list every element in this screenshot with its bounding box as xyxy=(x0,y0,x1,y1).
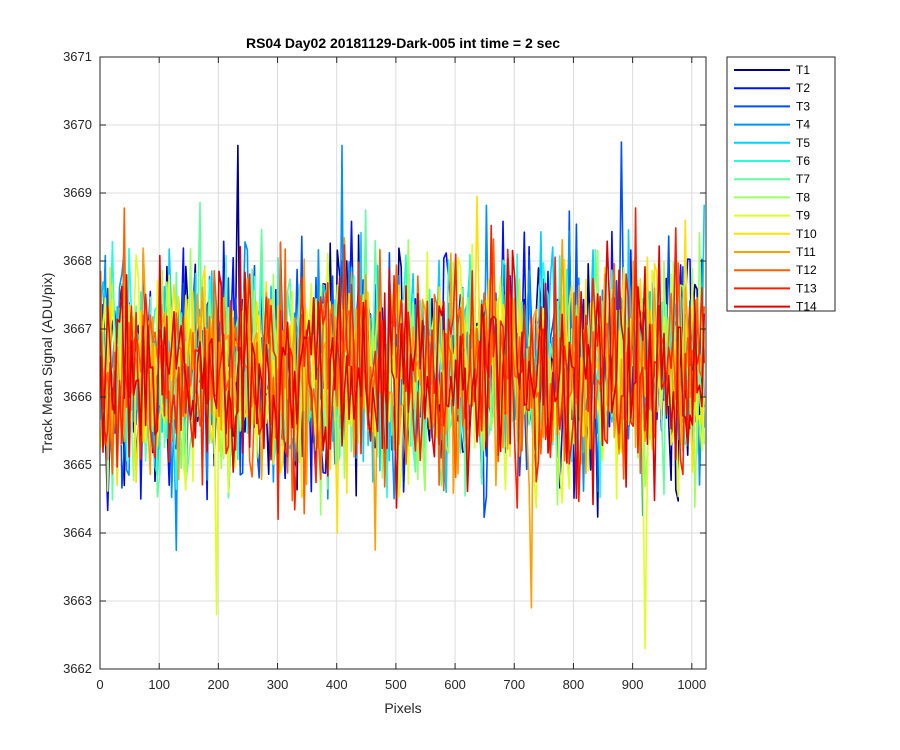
chart-title: RS04 Day02 20181129-Dark-005 int time = … xyxy=(246,35,560,51)
x-axis-label: Pixels xyxy=(384,700,421,716)
x-tick-label: 400 xyxy=(326,677,348,692)
legend-label-t7: T7 xyxy=(796,172,810,186)
legend-label-t14: T14 xyxy=(796,300,817,314)
legend-label-t13: T13 xyxy=(796,281,817,295)
plot-frame xyxy=(99,56,707,670)
legend-label-t8: T8 xyxy=(796,190,810,204)
x-tick-label: 200 xyxy=(208,677,230,692)
x-tick-label: 600 xyxy=(444,677,466,692)
legend-label-t3: T3 xyxy=(796,99,810,113)
y-tick-label: 3666 xyxy=(63,389,92,404)
legend-label-t5: T5 xyxy=(796,136,810,150)
legend-label-t10: T10 xyxy=(796,227,817,241)
y-tick-label: 3669 xyxy=(63,185,92,200)
y-tick-label: 3671 xyxy=(63,49,92,64)
x-tick-label: 800 xyxy=(563,677,585,692)
y-tick-label: 3662 xyxy=(63,661,92,676)
legend-label-t9: T9 xyxy=(796,209,810,223)
y-tick-label: 3667 xyxy=(63,321,92,336)
series-line-t14 xyxy=(99,240,705,509)
legend-label-t6: T6 xyxy=(796,154,810,168)
y-tick-label: 3670 xyxy=(63,117,92,132)
series-lines xyxy=(99,141,705,650)
x-tick-label: 1000 xyxy=(677,677,706,692)
legend-label-t12: T12 xyxy=(796,263,817,277)
legend-label-t11: T11 xyxy=(796,245,816,259)
y-tick-label: 3663 xyxy=(63,593,92,608)
x-tick-label: 900 xyxy=(622,677,644,692)
y-axis: 3662 3663 3664 3665 3666 3667 3668 3669 3670 3671 xyxy=(63,49,706,676)
legend-label-t2: T2 xyxy=(796,81,810,95)
legend-box xyxy=(726,56,836,312)
x-tick-label: 500 xyxy=(385,677,407,692)
series-line-t11 xyxy=(99,237,705,609)
x-tick-label: 100 xyxy=(148,677,170,692)
y-axis-label: Track Mean Signal (ADU/pix) xyxy=(39,273,55,454)
x-axis: 0 100 200 300 400 500 600 700 800 900 1000 xyxy=(96,57,706,692)
legend: T1 T2 T3 T4 T5 T6 T7 T8 T9 T10 T11 T12 T13 T14 xyxy=(726,56,836,314)
x-tick-label: 700 xyxy=(503,677,525,692)
x-tick-label: 0 xyxy=(96,677,103,692)
y-tick-label: 3668 xyxy=(63,253,92,268)
x-tick-label: 300 xyxy=(267,677,289,692)
y-tick-label: 3664 xyxy=(63,525,92,540)
legend-label-t4: T4 xyxy=(796,118,810,132)
legend-label-t1: T1 xyxy=(796,63,810,77)
y-tick-label: 3665 xyxy=(63,457,92,472)
